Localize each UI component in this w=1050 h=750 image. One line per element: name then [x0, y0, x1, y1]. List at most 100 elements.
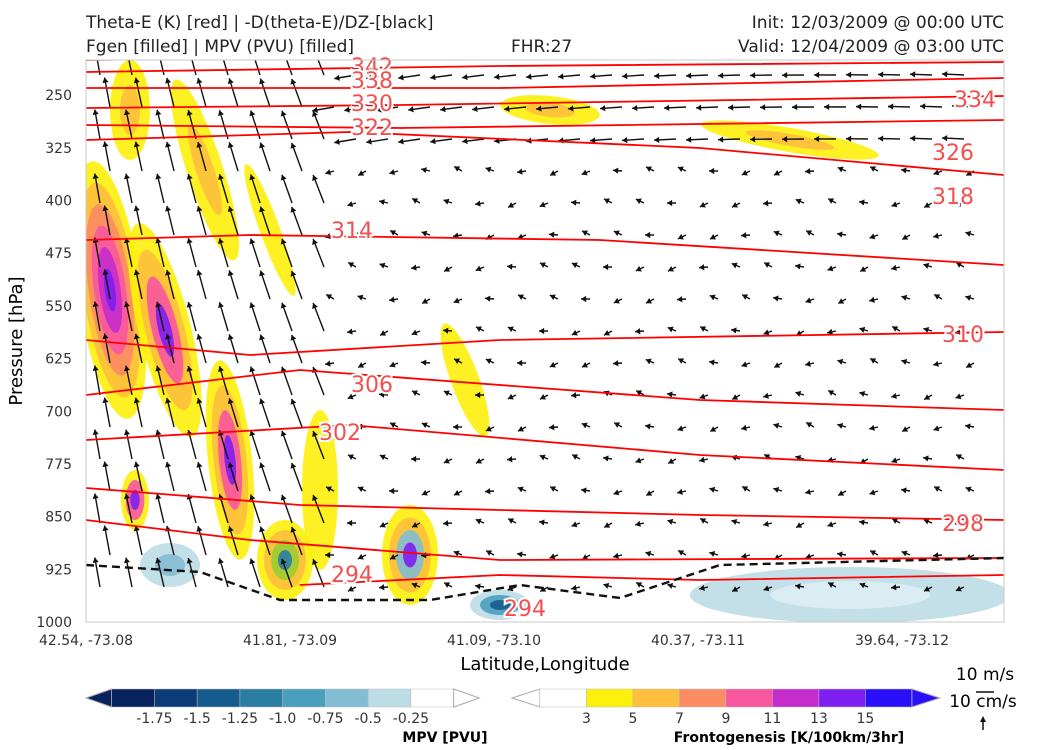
title-left-line2: Fgen [filled] | MPV (PVU) [filled] [86, 37, 355, 57]
wind-arrowhead [347, 393, 354, 400]
wind-arrowhead [411, 522, 418, 528]
wind-arrowhead [869, 296, 875, 303]
wind-arrowhead [709, 359, 715, 366]
colorbar-tick-label: -0.25 [393, 711, 429, 727]
fgen-region [701, 120, 879, 160]
wind-arrowhead [795, 263, 801, 270]
wind-arrowhead [731, 202, 738, 208]
theta-e-line [86, 119, 1004, 129]
mpv-region [470, 590, 530, 620]
wind-arrowhead [571, 521, 578, 528]
wind-arrowhead [390, 230, 397, 236]
wind-arrowhead [805, 168, 811, 175]
wind-arrowhead [782, 72, 788, 79]
wind-arrowhead [635, 520, 641, 527]
wind-arrowhead [133, 333, 140, 340]
wind-arrowhead [613, 552, 619, 559]
wind-arrowhead [102, 525, 109, 532]
colorbar-segment [239, 688, 283, 708]
wind-arrowhead [518, 294, 524, 300]
wind-arrowhead [249, 558, 256, 565]
wind-arrowhead [444, 266, 451, 272]
wind-arrowhead [380, 330, 387, 336]
wind-arrowhead [444, 582, 451, 588]
wind-arrowhead [133, 141, 140, 148]
wind-arrowhead [731, 518, 738, 525]
colorbar-segment [586, 688, 634, 708]
wind-arrowhead [454, 358, 460, 364]
wind-arrowhead [508, 518, 515, 524]
wind-arrowhead [923, 326, 930, 333]
wind-arrowhead [699, 456, 705, 463]
wind-arrowhead [572, 454, 579, 460]
wind-arrowhead [102, 461, 109, 468]
theta-e-line [86, 369, 1004, 411]
wind-arrowhead [677, 296, 683, 303]
wind-arrowhead [667, 266, 674, 272]
filled-fields [86, 60, 1004, 622]
stability-dashed-line [86, 556, 1004, 602]
x-tick-label: 39.64, -73.12 [855, 633, 949, 649]
wind-arrowhead [123, 173, 131, 180]
wind-arrowhead [398, 138, 404, 145]
wind-arrowhead [699, 393, 706, 400]
wind-arrowhead [280, 366, 287, 373]
y-tick-label: 850 [45, 510, 72, 526]
wind-arrowhead [507, 263, 513, 270]
wind-arrowhead [430, 74, 436, 81]
wind-arrowhead [312, 495, 318, 501]
fill-band [440, 323, 490, 437]
vector-key-vertical-arrowhead [980, 716, 986, 722]
theta-e-line [86, 131, 1004, 176]
wind-arrowhead [901, 487, 907, 494]
wind-arrowhead [700, 326, 707, 332]
fill-band [490, 600, 510, 610]
wind-arrowhead [933, 232, 939, 239]
wind-arrow [317, 60, 325, 76]
fgen-region [257, 520, 313, 600]
wind-arrowhead [249, 110, 256, 117]
wind-arrowhead [165, 333, 172, 340]
wind-arrowhead [792, 104, 798, 111]
wind-arrowhead [443, 520, 449, 527]
wind-arrowhead [366, 138, 372, 145]
wind-arrowhead [667, 199, 673, 207]
wind-arrowhead [709, 550, 716, 557]
fill-band [745, 130, 835, 150]
wind-arrowhead [280, 494, 287, 501]
wind-arrowhead [196, 206, 203, 212]
wind-arrowhead [485, 488, 491, 495]
wind-arrowhead [102, 77, 109, 84]
wind-arrowhead [750, 136, 756, 143]
wind-arrowhead [750, 72, 756, 79]
wind-arrowhead [549, 424, 555, 431]
wind-arrowhead [827, 328, 833, 335]
fgen-region [171, 79, 239, 261]
wind-arrowhead [290, 206, 297, 213]
wind-arrowhead [827, 521, 834, 528]
wind-arrowhead [443, 390, 450, 397]
wind-arrowhead [379, 521, 386, 528]
wind-arrowhead [966, 362, 973, 368]
wind-arrowhead [249, 494, 256, 501]
wind-arrowhead [933, 552, 939, 559]
wind-arrowhead [280, 174, 287, 181]
wind-arrowhead [924, 202, 931, 208]
wind-arrowhead [955, 393, 962, 400]
wind-arrowhead [613, 167, 619, 174]
wind-arrowhead [965, 423, 971, 430]
fill-band [525, 102, 575, 118]
wind-arrowhead [955, 585, 962, 592]
wind-arrowhead [186, 557, 193, 564]
wind-arrowhead [376, 106, 382, 113]
wind-arrowhead [805, 360, 811, 367]
wind-arrowhead [549, 231, 555, 238]
wind-arrowhead [764, 262, 771, 268]
wind-arrowhead [942, 135, 948, 142]
wind-arrowhead [249, 366, 256, 373]
wind-arrowhead [453, 297, 460, 304]
wind-arrowhead [196, 462, 203, 468]
wind-arrowhead [443, 327, 449, 334]
wind-arrowhead [635, 198, 642, 205]
wind-arrowhead [462, 137, 468, 145]
